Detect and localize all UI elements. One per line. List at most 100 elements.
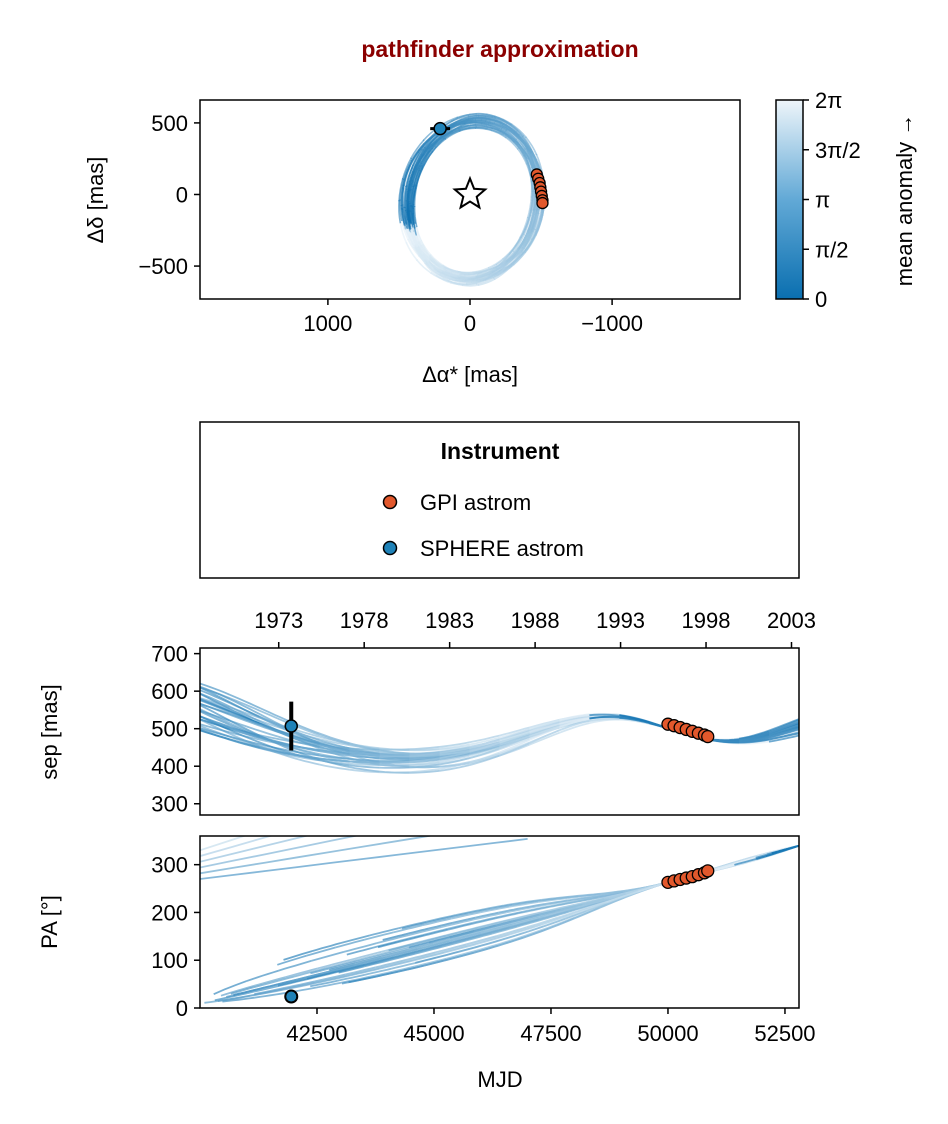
sep-orbit-segment <box>289 754 320 762</box>
sky-orbit-segment <box>431 258 446 272</box>
pa-orbit-segment <box>542 918 565 928</box>
sky-orbit-segment <box>506 133 521 147</box>
sky-orbit-segment <box>444 129 462 140</box>
sky-orbit-segment <box>454 279 473 282</box>
sky-orbit-segment <box>444 269 461 278</box>
sky-orbit-segment <box>522 211 532 234</box>
pa-orbit-segment <box>732 855 756 864</box>
sky-orbit-segment <box>412 167 420 188</box>
pa-x-tick-label: 45000 <box>403 1021 464 1046</box>
pa-orbit-segment <box>548 917 575 930</box>
sep-orbit-segment <box>439 761 470 770</box>
sep-orbit-segment <box>499 737 530 751</box>
sep-sphere-point <box>284 719 299 733</box>
pa-orbit-segment <box>445 912 469 920</box>
pa-orbit-segment <box>408 926 442 936</box>
pa-orbit-segment <box>381 949 408 958</box>
sky-orbit-segment <box>475 126 493 130</box>
sky-orbit-segment <box>408 179 414 203</box>
pa-orbit-segment <box>397 920 427 930</box>
pa-orbit-segment <box>538 899 572 907</box>
sky-orbit-segment <box>406 183 411 205</box>
sky-orbit-segment <box>460 272 479 275</box>
sky-orbit-segment <box>526 209 535 233</box>
sky-orbit-segment <box>524 228 537 248</box>
sky-orbit-segment <box>520 238 535 257</box>
sky-orbit-segment <box>443 266 462 274</box>
sep-orbit-segment <box>200 697 231 709</box>
sky-plane-panel: 1000 0 −1000 500 0 −500 Δα* [mas] Δδ [mas] <box>83 99 741 387</box>
sky-orbit-segment <box>530 217 542 241</box>
sep-orbit-segment <box>529 719 560 730</box>
sep-orbit-segment <box>229 698 261 716</box>
sky-orbit-segment <box>489 260 506 271</box>
sky-orbit-segment <box>410 205 414 229</box>
pa-orbit-segment <box>335 963 366 973</box>
pa-orbit-segment <box>490 904 513 910</box>
sep-orbit-segment <box>289 733 321 743</box>
pa-orbit-segment <box>289 972 322 983</box>
pa-orbit-segment <box>600 890 623 895</box>
sep-orbit-segment <box>229 702 261 718</box>
pa-orbit-segment <box>415 946 442 955</box>
sky-orbit-segment <box>531 152 541 172</box>
pa-orbit-segment <box>497 910 523 918</box>
pa-orbit-segment <box>408 941 431 949</box>
pa-orbit-segment <box>385 948 418 959</box>
sky-orbit-segment <box>410 139 425 160</box>
sky-orbit-segment <box>422 130 438 148</box>
sky-orbit-segment <box>454 119 473 127</box>
sky-orbit-segment <box>413 164 423 187</box>
pa-orbit-segment <box>364 967 392 976</box>
sep-y-tick-label: 500 <box>151 717 188 742</box>
sep-orbit-segment <box>319 736 350 745</box>
sky-orbit-segment <box>436 270 453 279</box>
pa-y-tick-label: 0 <box>176 996 188 1021</box>
sep-points <box>284 701 715 751</box>
year-tick-label: 2003 <box>767 608 816 633</box>
sky-orbit-segment <box>526 196 533 219</box>
sky-orbit-segment <box>482 270 500 282</box>
sky-orbit-segment <box>399 199 403 222</box>
pa-orbit-segment <box>355 955 382 965</box>
colorbar-tick-label: π/2 <box>815 237 849 262</box>
sky-orbit-segment <box>413 246 427 264</box>
pa-orbit-segment <box>473 944 499 954</box>
pa-x-tick-label: 52500 <box>754 1021 815 1046</box>
sep-orbit-segment <box>229 708 261 722</box>
year-tick-label: 1993 <box>596 608 645 633</box>
pa-orbit-segment <box>547 901 574 908</box>
sep-orbit-segment <box>259 743 291 752</box>
pa-orbit-segment <box>391 961 420 970</box>
sky-orbit-segment <box>403 185 407 208</box>
pa-orbit-segment <box>337 958 365 968</box>
sep-orbit-segment <box>439 743 470 750</box>
sep-orbit-segment <box>739 736 770 743</box>
sep-orbit-segment <box>439 749 470 756</box>
sep-orbit-segment <box>469 741 500 750</box>
sep-orbit-segment <box>738 731 770 741</box>
sep-orbit-segment <box>200 686 231 700</box>
sky-orbit-segment <box>468 114 487 118</box>
pa-orbit-segment <box>350 973 383 982</box>
sep-orbit-segment <box>499 731 530 742</box>
pa-orbit-segment <box>443 943 477 954</box>
pa-orbit-segment <box>393 949 423 959</box>
pa-orbit-segment <box>363 959 391 968</box>
pa-orbit-segment <box>485 922 513 931</box>
sep-orbit-segment <box>200 699 231 714</box>
chart-title: pathfinder approximation <box>361 36 638 62</box>
sky-orbit-segment <box>401 157 413 180</box>
legend-frame <box>199 421 800 579</box>
pa-orbit-segment <box>766 844 799 857</box>
pa-orbit-segment <box>733 856 756 865</box>
pa-orbit-segment <box>310 979 338 988</box>
pa-orbit-segment <box>369 927 399 937</box>
pa-orbit-segment <box>573 907 600 920</box>
sep-orbit-segment <box>409 756 440 760</box>
sky-orbit-segment <box>421 147 434 167</box>
pa-orbit-segment <box>306 970 337 980</box>
sky-orbit-segment <box>429 254 445 267</box>
